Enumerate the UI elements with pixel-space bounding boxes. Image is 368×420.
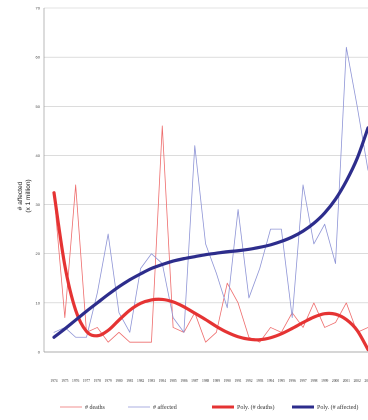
x-tick-label: 1996	[289, 379, 296, 383]
x-tick-label: 1997	[299, 379, 306, 383]
series-line-affected	[53, 46, 368, 338]
y-tick-label: 30	[36, 202, 41, 207]
y-axis-unit: (x 1 million)	[25, 179, 32, 212]
x-tick-label: 1979	[105, 379, 112, 383]
x-tick-label: 1989	[213, 379, 220, 383]
series-line-poly-affected	[52, 126, 368, 339]
series-line-poly-deaths	[52, 191, 368, 352]
y-tick-label: 60	[36, 55, 41, 60]
x-tick-label: 1986	[180, 379, 187, 383]
y-tick-label: 0	[38, 350, 41, 355]
x-tick-label: 1977	[83, 379, 90, 383]
x-tick-label: 1976	[72, 379, 79, 383]
x-tick-label: 1975	[61, 379, 68, 383]
x-tick-label: 1999	[321, 379, 328, 383]
legend-label: Poly. (# affected)	[317, 404, 358, 411]
x-tick-label: 1974	[50, 379, 57, 383]
x-tick-label: 1981	[126, 379, 133, 383]
x-tick-label: 1998	[310, 379, 317, 383]
x-tick-label: 2001	[343, 379, 350, 383]
y-tick-label: 40	[36, 153, 41, 158]
x-tick-label: 1987	[191, 379, 198, 383]
legend-label: # affected	[153, 404, 177, 411]
y-tick-label: 70	[36, 6, 41, 11]
x-tick-label: 1992	[245, 379, 252, 383]
x-tick-label: 2000	[332, 379, 339, 383]
x-tick-label: 1988	[202, 379, 209, 383]
x-tick-label: 1984	[159, 379, 166, 383]
legend-label: Poly. (# deaths)	[237, 404, 274, 411]
x-tick-label: 1978	[94, 379, 101, 383]
x-tick-label: 1993	[256, 379, 263, 383]
x-tick-label: 1980	[115, 379, 122, 383]
x-tick-label: 2002	[354, 379, 361, 383]
y-axis-label: # affected (x 1 million)	[17, 179, 32, 212]
x-tick-label: 1990	[224, 379, 231, 383]
x-tick-label: 2003	[364, 379, 368, 383]
x-tick-label: 1991	[234, 379, 241, 383]
legend: # deaths # affected Poly. (# deaths) Poly. …	[60, 404, 358, 411]
x-axis-ticks: 1974 1975 1976 1977 1978 1979 1980 1981 1982 1983…	[50, 379, 368, 383]
x-tick-label: 1985	[170, 379, 177, 383]
series-line-deaths	[53, 125, 368, 343]
x-tick-label: 1995	[278, 379, 285, 383]
x-tick-label: 1982	[137, 379, 144, 383]
x-tick-label: 1994	[267, 379, 274, 383]
y-tick-label: 20	[36, 251, 41, 256]
y-axis-ticks: 0 10 20 30 40 50 60 70	[36, 6, 41, 355]
y-tick-label: 50	[36, 104, 41, 109]
x-tick-label: 1983	[148, 379, 155, 383]
y-tick-label: 10	[36, 300, 41, 305]
plot-area	[52, 46, 368, 352]
y-axis-title: # affected	[17, 181, 24, 210]
gridlines	[43, 7, 368, 353]
legend-label: # deaths	[85, 405, 105, 411]
